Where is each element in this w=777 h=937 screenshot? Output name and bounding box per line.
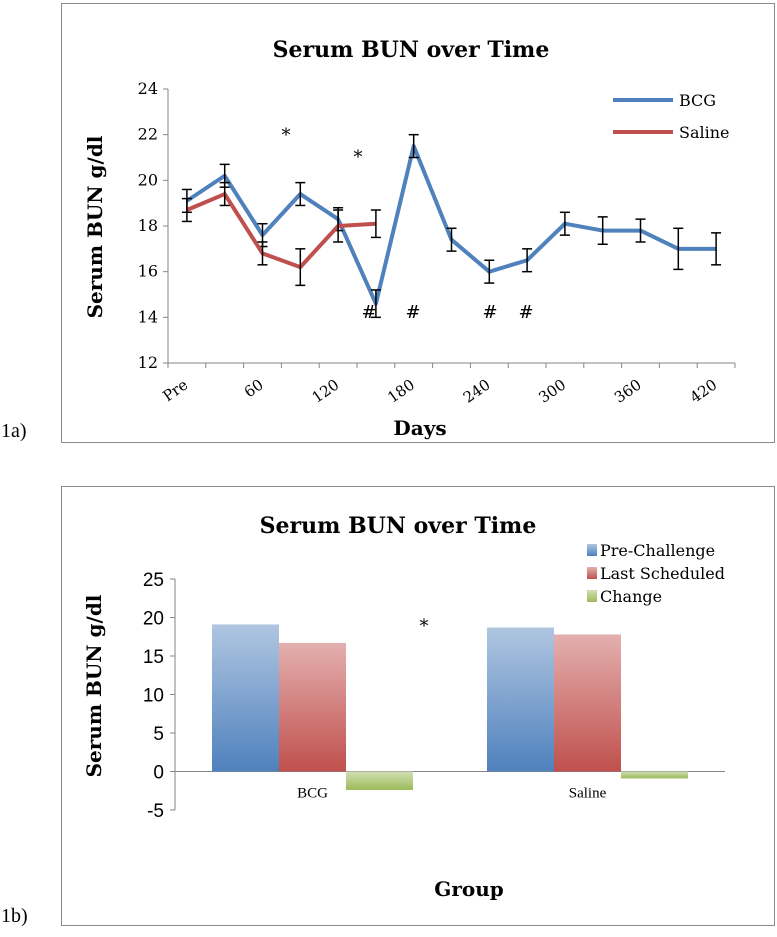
chart-1a-ylabel: Serum BUN g/dl <box>83 135 107 318</box>
chart-1a-xticks: Pre 60 120 180 240 300 360 420 <box>159 363 736 407</box>
panel-label-1a: 1a) <box>1 420 27 442</box>
chart-1a-frame: Serum BUN over Time Serum BUN g/dl Days … <box>61 3 775 443</box>
chart-1b-legend: Pre-Challenge Last Scheduled Change <box>587 541 725 606</box>
bar-bcg-last-scheduled <box>279 642 346 772</box>
x-tick-label: 240 <box>460 376 494 407</box>
y-tick-label: 18 <box>138 216 158 235</box>
y-tick-label: 10 <box>143 686 164 707</box>
bar-saline-pre-challenge <box>487 627 554 772</box>
legend-label-change: Change <box>600 587 662 606</box>
panel-label-1b: 1b) <box>1 905 28 927</box>
y-tick-label: 16 <box>138 262 158 281</box>
y-tick-label: 14 <box>138 307 158 326</box>
error-bar-saline <box>219 181 230 207</box>
chart-1b: Serum BUN over Time Serum BUN g/dl Group… <box>82 513 725 901</box>
y-tick-label: 24 <box>138 79 158 98</box>
y-tick-label: 20 <box>138 170 158 189</box>
annotation-star: * <box>420 616 429 637</box>
chart-1b-title: Serum BUN over Time <box>260 513 537 539</box>
error-bar-saline <box>257 241 268 266</box>
error-bar-saline <box>295 248 306 287</box>
chart-1b-xlabel: Group <box>434 877 503 901</box>
chart-1a: Serum BUN over Time Serum BUN g/dl Days … <box>83 37 736 440</box>
annotation-hash-1: # <box>361 302 376 323</box>
error-bar-bcg <box>673 227 684 271</box>
y-tick-label: 20 <box>143 609 164 630</box>
series-line-bcg <box>185 144 717 306</box>
category-label: BCG <box>297 786 328 802</box>
error-bar-bcg <box>408 133 419 159</box>
chart-1b-categories: BCG Saline <box>297 786 607 802</box>
error-bar-bcg <box>295 181 306 207</box>
chart-1b-frame: Serum BUN over Time Serum BUN g/dl Group… <box>61 486 775 926</box>
error-bar-saline <box>181 197 192 223</box>
bar-saline-change <box>621 771 688 779</box>
error-bar-bcg <box>597 216 608 246</box>
y-tick-label: 12 <box>138 353 158 372</box>
x-tick-label: Pre <box>159 375 191 405</box>
chart-1b-ylabel: Serum BUN g/dl <box>82 594 106 777</box>
legend-swatch-pre-challenge <box>587 544 597 556</box>
y-tick-label: 25 <box>143 570 164 591</box>
legend-label-last-scheduled: Last Scheduled <box>600 564 725 583</box>
legend-swatch-last-scheduled <box>587 567 597 579</box>
chart-1a-annotations: * * # # # # <box>282 125 534 323</box>
chart-1a-legend: BCG Saline <box>613 91 730 142</box>
error-bar-bcg <box>559 211 570 236</box>
annotation-star-1: * <box>282 125 291 146</box>
annotation-hash-4: # <box>518 302 533 323</box>
bar-saline-last-scheduled <box>554 634 621 772</box>
x-tick-label: 420 <box>687 376 721 407</box>
y-tick-label: -5 <box>147 801 164 822</box>
error-bar-bcg <box>370 289 381 319</box>
x-tick-label: 360 <box>611 376 645 407</box>
chart-1b-yticks: -5 0 5 10 15 20 25 <box>143 570 175 822</box>
series-line-saline <box>186 192 377 270</box>
error-bar-saline <box>370 209 381 239</box>
x-tick-label: 60 <box>241 376 267 402</box>
chart-1a-title: Serum BUN over Time <box>273 37 550 63</box>
error-bar-saline <box>333 209 344 243</box>
legend-label-bcg: BCG <box>679 91 716 110</box>
error-bar-bcg <box>635 218 646 243</box>
legend-swatch-change <box>587 590 597 602</box>
error-bar-bcg <box>711 232 722 266</box>
y-tick-label: 5 <box>153 724 164 745</box>
error-bar-bcg <box>522 248 533 273</box>
error-bar-bcg <box>484 259 495 284</box>
chart-1a-yticks: 12 14 16 18 20 22 24 <box>138 79 168 372</box>
annotation-star-2: * <box>354 147 363 168</box>
chart-1b-bars <box>212 624 688 790</box>
annotation-hash-2: # <box>405 302 420 323</box>
y-tick-label: 22 <box>138 125 158 144</box>
y-tick-label: 15 <box>143 647 164 668</box>
x-tick-label: 180 <box>384 376 418 407</box>
legend-label-saline: Saline <box>679 123 730 142</box>
chart-1a-series <box>181 133 722 319</box>
category-label: Saline <box>569 786 607 802</box>
y-tick-label: 0 <box>153 763 164 784</box>
x-tick-label: 300 <box>535 376 569 407</box>
annotation-hash-3: # <box>482 302 497 323</box>
legend-label-pre-challenge: Pre-Challenge <box>600 541 715 560</box>
bar-bcg-pre-challenge <box>212 624 279 772</box>
x-tick-label: 120 <box>309 376 343 407</box>
error-bar-bcg <box>446 227 457 252</box>
bar-bcg-change <box>346 771 413 790</box>
chart-1a-xlabel: Days <box>393 416 446 440</box>
